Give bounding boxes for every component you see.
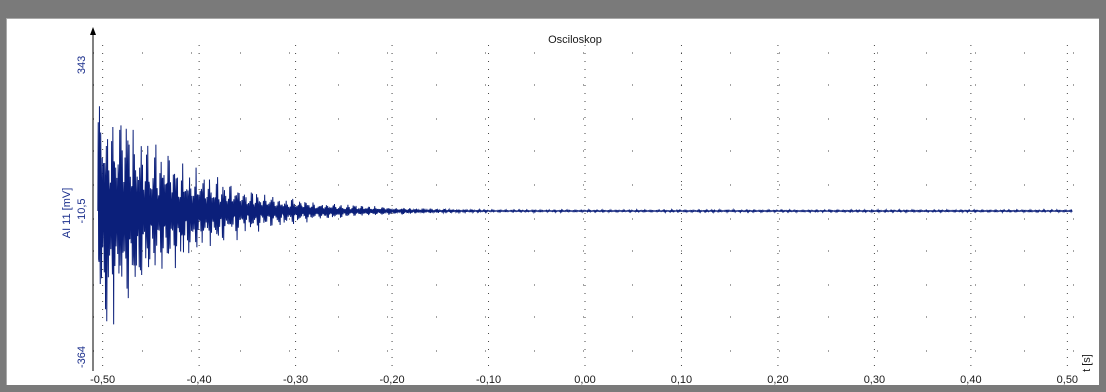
y-tick-label: 343 — [76, 56, 88, 74]
signal-trace — [97, 106, 1073, 325]
x-tick-label: 0,50 — [1057, 374, 1078, 385]
x-tick-label: 0,00 — [574, 374, 595, 385]
x-axis-title: t [s] — [1081, 354, 1093, 372]
oscilloscope-panel: Osciloskop AI 11 [mV] t [s] -0,50 -0,40 -0… — [6, 18, 1099, 385]
x-tick-label: 0,30 — [864, 374, 885, 385]
y-tick-label: -10,5 — [76, 198, 88, 223]
oscilloscope-chart: Osciloskop AI 11 [mV] t [s] -0,50 -0,40 -0… — [61, 27, 1093, 385]
y-tick-label: -364 — [76, 346, 88, 368]
chart-title: Osciloskop — [548, 34, 602, 46]
series-line — [97, 106, 1073, 325]
x-tick-label: -0,10 — [476, 374, 501, 385]
y-axis-title: AI 11 [mV] — [61, 188, 73, 239]
x-tick-label: -0,50 — [90, 374, 115, 385]
x-tick-labels: -0,50 -0,40 -0,30 -0,20 -0,10 0,00 0,10 0,20 0,3… — [90, 374, 1078, 385]
axes — [90, 27, 96, 371]
x-tick-label: -0,30 — [283, 374, 308, 385]
x-tick-label: 0,20 — [767, 374, 788, 385]
y-tick-labels: 343 -10,5 -364 — [76, 56, 88, 368]
x-tick-label: -0,20 — [380, 374, 405, 385]
y-axis-arrow-icon — [90, 27, 96, 35]
x-tick-label: 0,40 — [960, 374, 981, 385]
x-tick-label: 0,10 — [671, 374, 692, 385]
x-tick-label: -0,40 — [187, 374, 212, 385]
